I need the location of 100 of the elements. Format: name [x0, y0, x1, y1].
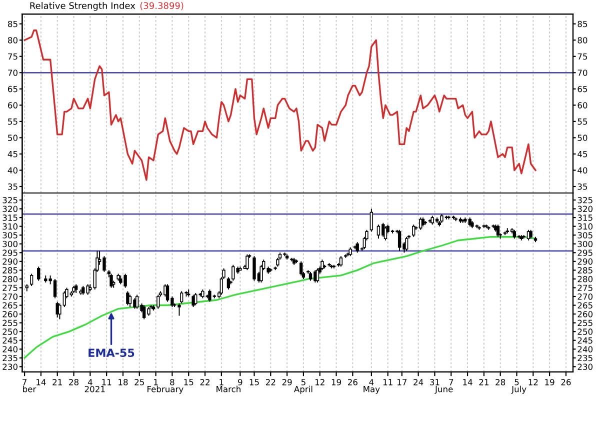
candlestick — [110, 273, 113, 288]
line-series — [24, 30, 536, 181]
x-tick-label: 12 — [528, 379, 538, 386]
y2-tick-label: 230 — [578, 364, 593, 370]
candlestick — [194, 292, 198, 306]
x2-tick-label: May — [364, 386, 380, 394]
x-tick-label: 11 — [102, 379, 112, 386]
x-tick-label: 21 — [479, 379, 488, 386]
y2-tick-label: 70 — [578, 70, 588, 76]
x-tick-label: 4 — [88, 379, 92, 386]
text: (39.3899) — [140, 2, 184, 10]
y2-tick-label: 75 — [578, 53, 588, 60]
y2-tick-label: 240 — [578, 346, 593, 352]
y2-tick-label: 315 — [578, 214, 592, 221]
y2-tick-label: 80 — [578, 37, 588, 44]
y2-tick-label: 270 — [578, 293, 593, 300]
y2-tick-label: 235 — [578, 354, 592, 362]
y2-tick-label: 265 — [578, 302, 592, 309]
x-tick-label: 22 — [200, 379, 210, 386]
x-tick-label: 31 — [430, 379, 440, 386]
x-tick-label: 29 — [282, 379, 292, 386]
y-tick-label: 250 — [2, 328, 18, 335]
x-tick-label: 14 — [36, 379, 46, 386]
x2-tick-label: February — [148, 386, 184, 394]
y2-tick-label: 300 — [578, 240, 593, 248]
candlestick — [370, 208, 374, 232]
y-tick-label: 80 — [8, 37, 18, 44]
y-tick-label: 50 — [8, 134, 18, 141]
x-tick-label: 4 — [369, 379, 374, 386]
x2-tick-label: March — [216, 386, 240, 392]
candlestick — [37, 266, 40, 282]
x-tick-label: 7 — [449, 379, 454, 386]
y-tick-label: 240 — [2, 346, 18, 352]
y-tick-label: 85 — [8, 20, 18, 28]
x-tick-label: 25 — [134, 379, 144, 386]
y-tick-label: 290 — [2, 258, 18, 265]
x-tick-label: 18 — [118, 379, 128, 386]
x2-tick-label: ber — [23, 386, 36, 392]
x-tick-label: 14 — [463, 379, 472, 386]
y-tick-label: 245 — [2, 337, 18, 344]
x2-tick-label: April — [294, 386, 312, 394]
y2-tick-label: 290 — [578, 258, 593, 265]
y-tick-label: 75 — [8, 53, 18, 60]
x-tick-label: 19 — [332, 379, 341, 386]
y2-tick-label: 275 — [578, 284, 592, 292]
x-tick-label: 5 — [514, 379, 519, 386]
x-tick-label: 17 — [398, 379, 406, 386]
candlestick — [404, 236, 408, 252]
y-tick-label: 280 — [2, 276, 18, 282]
x-tick-label: 11 — [383, 379, 392, 386]
x-tick-label: 15 — [184, 379, 194, 386]
candlestick — [126, 290, 130, 306]
x-tick-label: 28 — [496, 379, 506, 386]
y2-tick-label: 40 — [578, 167, 588, 174]
candlestick — [128, 294, 132, 308]
y-tick-label: 320 — [2, 206, 18, 212]
y-tick-label: 295 — [2, 250, 18, 256]
y-tick-label: 285 — [2, 267, 18, 274]
y-tick-label: 230 — [2, 364, 18, 370]
y2-tick-label: 250 — [578, 328, 593, 335]
annotation: EMA-55 — [88, 348, 134, 357]
x-tick-label: 1 — [154, 379, 158, 386]
x-tick-label: 12 — [315, 379, 324, 386]
y-tick-label: 310 — [2, 223, 18, 230]
y-tick-label: 40 — [8, 167, 18, 174]
y-tick-label: 60 — [8, 102, 18, 108]
y-tick-label: 300 — [2, 240, 18, 248]
y2-tick-label: 320 — [578, 206, 593, 212]
y2-tick-label: 260 — [578, 311, 593, 318]
candlestick — [376, 224, 380, 240]
x-tick-label: 19 — [545, 379, 554, 386]
x2-tick-label: 2021 — [84, 386, 105, 392]
y2-tick-label: 245 — [578, 337, 592, 344]
y-tick-label: 255 — [2, 320, 18, 326]
y2-tick-label: 45 — [578, 151, 588, 158]
x-tick-label: 9 — [238, 379, 242, 386]
y2-tick-label: 255 — [578, 320, 592, 326]
y-tick-label: 315 — [2, 214, 18, 221]
line-series — [24, 236, 536, 359]
y-tick-label: 65 — [8, 86, 18, 92]
x-tick-label: 26 — [348, 379, 358, 386]
candlestick — [300, 260, 303, 276]
y-tick-label: 325 — [2, 197, 18, 204]
candlestick — [252, 256, 256, 282]
x2-tick-label: June — [434, 386, 453, 394]
y2-tick-label: 65 — [578, 86, 588, 92]
y-tick-label: 70 — [8, 70, 18, 76]
x-tick-label: 28 — [69, 379, 78, 386]
candlestick — [246, 254, 249, 271]
y-tick-label: 35 — [8, 183, 18, 190]
x-tick-label: 1 — [220, 379, 224, 386]
x-tick-label: 8 — [170, 379, 174, 386]
y2-tick-label: 280 — [578, 276, 593, 282]
y2-tick-label: 55 — [578, 118, 588, 125]
x-tick-label: 21 — [52, 379, 62, 386]
y-tick-label: 305 — [2, 232, 18, 238]
y-tick-label: 45 — [8, 151, 18, 158]
x-tick-label: 7 — [22, 379, 26, 386]
x-tick-label: 24 — [414, 379, 424, 386]
candlestick — [320, 259, 324, 271]
